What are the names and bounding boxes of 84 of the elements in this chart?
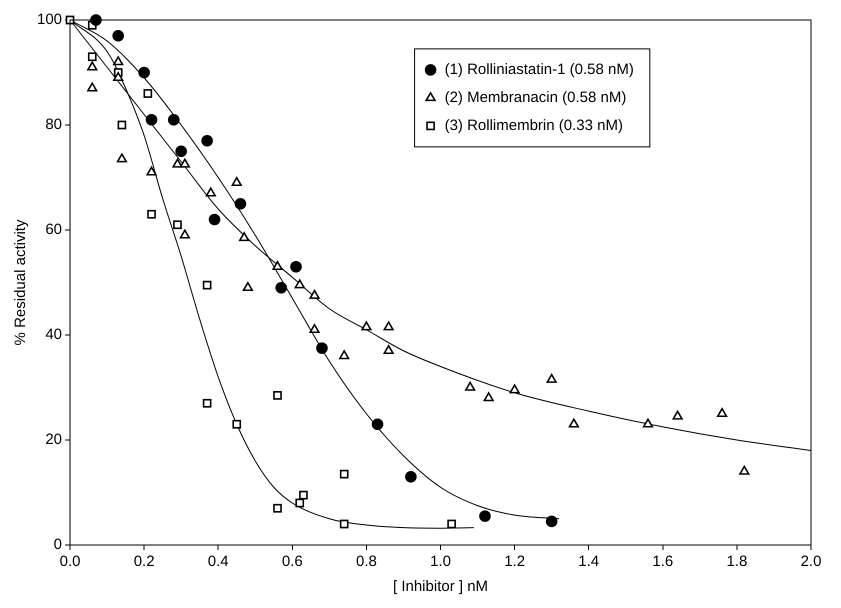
- point: [290, 260, 302, 273]
- point: [295, 498, 304, 508]
- point: [206, 187, 216, 197]
- point: [340, 470, 349, 478]
- point: [275, 282, 288, 294]
- point: [739, 466, 750, 475]
- point: [372, 418, 384, 430]
- point: [361, 321, 372, 330]
- point: [87, 61, 98, 71]
- y-tick-label: 60: [45, 221, 62, 238]
- point: [146, 114, 158, 126]
- point: [299, 490, 308, 500]
- x-tick-label: 0.6: [282, 553, 303, 570]
- point: [232, 176, 242, 186]
- point: [232, 420, 242, 429]
- point: [147, 210, 156, 219]
- point: [113, 72, 124, 82]
- point: [175, 145, 187, 158]
- point: [447, 520, 456, 528]
- point: [484, 392, 494, 402]
- x-tick-label: 0.8: [356, 553, 377, 570]
- point: [672, 410, 683, 420]
- point: [138, 66, 150, 78]
- point: [465, 382, 476, 391]
- point: [509, 384, 520, 394]
- x-tick-label: 1.2: [504, 553, 526, 570]
- point: [273, 391, 282, 400]
- point: [642, 418, 654, 428]
- y-axis-title: % Residual activity: [12, 219, 30, 346]
- point: [208, 214, 220, 226]
- x-tick-label: 0.2: [134, 553, 155, 570]
- point: [309, 290, 320, 299]
- point: [568, 418, 580, 428]
- point: [90, 14, 102, 26]
- point: [118, 120, 126, 130]
- x-tick-label: 2.0: [800, 553, 822, 570]
- point: [272, 260, 283, 270]
- point: [479, 510, 491, 522]
- point: [143, 89, 152, 98]
- point: [168, 114, 180, 126]
- point: [116, 153, 128, 162]
- legend-label: (1) Rolliniastatin-1 (0.58 nM): [444, 61, 634, 78]
- point: [546, 516, 558, 528]
- point: [546, 374, 557, 383]
- y-tick-label: 100: [36, 11, 62, 28]
- point: [309, 324, 320, 334]
- x-tick-label: 0.4: [208, 553, 229, 570]
- y-tick-label: 20: [45, 431, 62, 448]
- point: [242, 282, 253, 292]
- legend-label: (2) Membranacin (0.58 nM): [444, 89, 626, 106]
- point: [384, 321, 394, 330]
- point: [384, 344, 394, 354]
- point: [340, 520, 349, 528]
- y-tick-label: 40: [45, 326, 62, 344]
- x-tick-label: 1.8: [726, 553, 748, 570]
- point: [294, 279, 305, 288]
- point: [405, 470, 417, 483]
- point: [173, 220, 182, 230]
- x-tick-label: 0.0: [60, 553, 80, 570]
- point: [234, 198, 246, 210]
- point: [316, 342, 328, 354]
- x-axis-title: [ Inhibitor ] nM: [392, 578, 488, 596]
- point: [113, 56, 124, 66]
- point: [87, 82, 98, 92]
- point: [180, 158, 190, 168]
- point: [172, 158, 183, 168]
- point: [201, 134, 213, 147]
- point: [339, 350, 350, 360]
- y-tick-label: 80: [45, 116, 62, 134]
- x-tick-label: 1.4: [578, 553, 600, 570]
- x-tick-label: 1.0: [430, 553, 451, 570]
- point: [66, 16, 74, 24]
- y-tick-label: 0: [54, 536, 62, 554]
- point: [202, 280, 212, 290]
- point: [112, 30, 124, 42]
- point: [88, 52, 97, 62]
- point: [180, 229, 190, 239]
- point: [146, 166, 157, 176]
- point: [716, 408, 728, 418]
- point: [202, 398, 212, 408]
- point: [239, 232, 250, 242]
- x-tick-label: 1.6: [652, 553, 674, 570]
- legend-label: (3) Rollimembrin (0.33 nM): [444, 117, 623, 134]
- point: [273, 504, 282, 513]
